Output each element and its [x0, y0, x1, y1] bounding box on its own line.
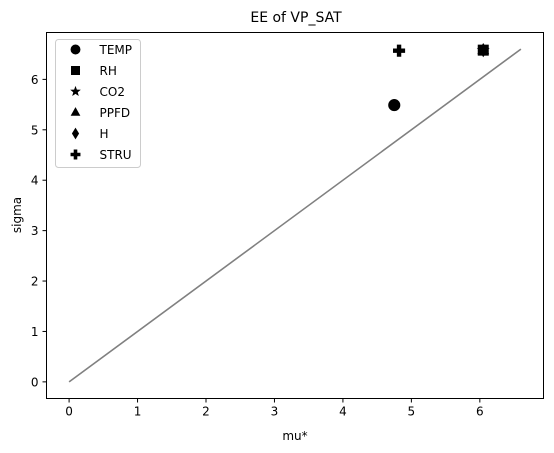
- x-tick-label: 1: [134, 405, 142, 419]
- x-tick-label: 3: [271, 405, 279, 419]
- x-tick-label: 6: [476, 405, 484, 419]
- legend-label: CO2: [100, 85, 125, 99]
- legend-marker-stru: [70, 149, 81, 160]
- axes-frame: [46, 32, 544, 399]
- y-tick-label: 6: [31, 73, 39, 87]
- legend-label: RH: [100, 64, 117, 78]
- point-temp: [388, 99, 401, 112]
- x-tick-label: 4: [339, 405, 347, 419]
- point-stru: [393, 44, 406, 57]
- y-tick-label: 3: [31, 224, 39, 238]
- x-tick-label: 2: [202, 405, 210, 419]
- legend-marker-ppfd: [70, 107, 81, 116]
- y-tick-label: 5: [31, 123, 39, 137]
- x-tick-label: 0: [65, 405, 73, 419]
- point-h: [478, 42, 488, 58]
- y-tick-label: 1: [31, 325, 39, 339]
- x-axis-label: mu*: [282, 429, 307, 443]
- reference-line: [68, 48, 522, 383]
- legend-marker-h: [71, 127, 80, 140]
- legend-label: H: [100, 127, 109, 141]
- legend-marker-co2: [70, 85, 81, 97]
- y-tick-label: 0: [31, 375, 39, 389]
- legend-label: PPFD: [100, 106, 131, 120]
- x-axis: 0 1 2 3 4 5 6: [65, 398, 484, 419]
- legend-label: STRU: [100, 148, 132, 162]
- legend-label: TEMP: [99, 43, 133, 57]
- legend: TEMP RH CO2 PPFD H STRU: [55, 39, 141, 168]
- plot-area: [68, 42, 522, 383]
- x-tick-label: 5: [408, 405, 416, 419]
- y-axis-label: sigma: [10, 197, 24, 233]
- y-axis: 0 1 2 3 4 5 6: [31, 73, 47, 389]
- y-tick-label: 4: [31, 174, 39, 188]
- chart-title: EE of VP_SAT: [250, 10, 342, 26]
- legend-marker-rh: [71, 66, 80, 75]
- legend-marker-temp: [70, 44, 81, 55]
- y-tick-label: 2: [31, 275, 39, 289]
